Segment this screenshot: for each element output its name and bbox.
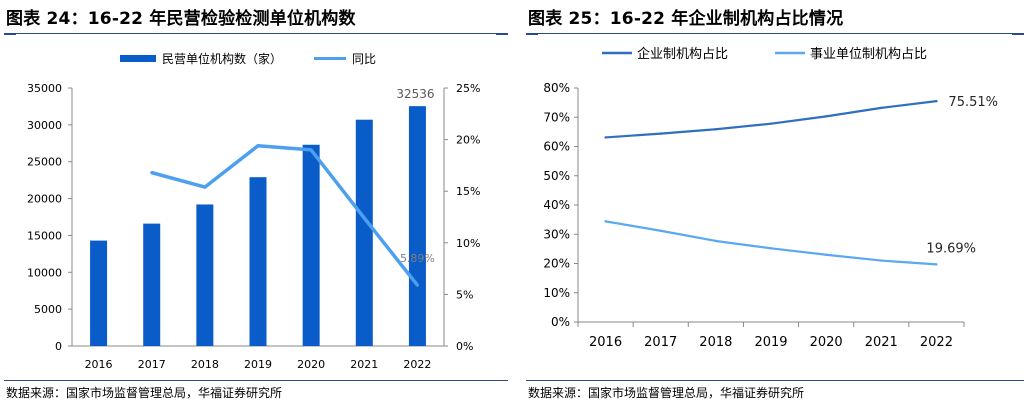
right-line-chart: 企业制机构占比 事业单位制机构占比 0% 10% 20% 30% 40% 50% 60% 70% 8…: [543, 46, 998, 350]
y-tick-label: 0%: [551, 315, 570, 329]
bar-value-label: 32536: [396, 87, 434, 101]
y-left-tick-label: 10000: [27, 266, 62, 279]
x-tick-label: 2017: [644, 335, 677, 350]
legend-bar-swatch: [120, 55, 156, 62]
right-title-divider: [526, 33, 1024, 35]
y-right-tick-label: 0%: [456, 340, 473, 353]
y-right-tick-label: 15%: [456, 185, 480, 198]
enterprise-point-2022: [935, 99, 938, 103]
enterprise-share-line: [605, 100, 937, 139]
y-tick-label: 70%: [543, 110, 570, 124]
growth-point-2020: [309, 148, 313, 152]
growth-point-2022: [415, 283, 419, 287]
right-source-divider: [526, 380, 1024, 381]
y-tick-label: 20%: [543, 257, 570, 271]
y-tick-label: 50%: [543, 169, 570, 183]
bar-2018: [196, 204, 214, 346]
bar-2021: [355, 119, 373, 346]
x-tick-label: 2018: [191, 358, 219, 371]
y-left-tick-label: 5000: [34, 303, 62, 316]
right-data-source: 数据来源：国家市场监督管理总局，华福证券研究所: [528, 386, 805, 400]
left-chart-title: 图表 24：16-22 年民营检验检测单位机构数: [6, 9, 356, 29]
institution-point-2022: [935, 263, 938, 266]
enterprise-end-label: 75.51%: [948, 95, 998, 110]
x-tick-label: 2020: [297, 358, 325, 371]
growth-point-2019: [256, 144, 260, 148]
legend-institution-label: 事业单位制机构占比: [810, 47, 927, 62]
enterprise-point-2019: [769, 122, 773, 125]
x-tick-label: 2020: [810, 335, 843, 350]
y-left-tick-label: 0: [55, 340, 62, 353]
y-left-tick-label: 15000: [27, 229, 62, 242]
y-left-tick-label: 35000: [27, 82, 62, 95]
institution-point-2017: [659, 229, 662, 232]
left-data-source: 数据来源：国家市场监督管理总局，华福证券研究所: [6, 386, 283, 400]
legend-enterprise-label: 企业制机构占比: [637, 46, 728, 62]
bar-2020: [302, 144, 320, 346]
y-left-tick-label: 30000: [27, 119, 62, 132]
x-tick-label: 2019: [754, 335, 787, 350]
growth-rate-line: [151, 144, 419, 287]
x-tick-label: 2016: [85, 358, 113, 371]
x-tick-label: 2018: [699, 335, 732, 350]
x-tick-label: 2019: [244, 358, 272, 371]
growth-point-2017: [150, 171, 154, 175]
bar-2017: [143, 223, 161, 346]
right-chart-title: 图表 25：16-22 年企业制机构占比情况: [528, 9, 844, 29]
growth-point-2018: [203, 185, 207, 189]
y-left-tick-label: 20000: [27, 193, 62, 206]
enterprise-point-2021: [880, 106, 883, 110]
y-left-tick-label: 25000: [27, 156, 62, 169]
left-title-divider: [4, 33, 508, 35]
bar-2019: [249, 177, 267, 346]
bar-2022: [408, 106, 426, 346]
y-right-tick-label: 25%: [456, 82, 480, 95]
institution-point-2019: [769, 247, 773, 250]
x-tick-label: 2021: [865, 335, 898, 350]
enterprise-point-2020: [824, 115, 828, 118]
enterprise-point-2017: [659, 132, 662, 135]
y-tick-label: 80%: [543, 81, 570, 95]
left-source-divider: [4, 380, 508, 381]
x-tick-label: 2017: [138, 358, 166, 371]
right-chart-panel: 图表 25：16-22 年企业制机构占比情况 企业制机构占比 事业单位制机构占比 0…: [522, 0, 1032, 406]
legend-bar-label: 民营单位机构数（家）: [162, 51, 282, 66]
enterprise-point-2018: [714, 128, 718, 131]
enterprise-point-2016: [604, 136, 607, 139]
line-value-label: 5.89%: [400, 252, 435, 265]
institution-point-2018: [714, 239, 718, 243]
y-tick-label: 30%: [543, 227, 570, 241]
y-tick-label: 10%: [543, 286, 570, 300]
x-tick-label: 2022: [920, 335, 953, 350]
left-combo-chart: 民营单位机构数（家） 同比 0 5000 10000 15000 20000 25000 300…: [27, 51, 480, 371]
institution-end-label: 19.69%: [926, 241, 976, 256]
y-tick-label: 40%: [543, 198, 570, 212]
x-tick-label: 2022: [403, 358, 431, 371]
y-right-tick-label: 5%: [456, 288, 473, 301]
x-tick-label: 2021: [350, 358, 378, 371]
y-tick-label: 60%: [543, 140, 570, 154]
x-tick-label: 2016: [589, 335, 622, 350]
growth-point-2021: [362, 216, 366, 220]
institution-point-2021: [880, 259, 883, 262]
y-right-tick-label: 10%: [456, 237, 480, 250]
y-right-tick-label: 20%: [456, 134, 480, 147]
institution-point-2016: [604, 220, 607, 223]
institution-share-line: [605, 220, 937, 266]
legend-line-label: 同比: [352, 52, 376, 66]
bar-2016: [90, 240, 108, 346]
institution-point-2020: [824, 253, 828, 256]
left-chart-panel: 图表 24：16-22 年民营检验检测单位机构数 民营单位机构数（家） 同比 0 50…: [4, 9, 508, 400]
